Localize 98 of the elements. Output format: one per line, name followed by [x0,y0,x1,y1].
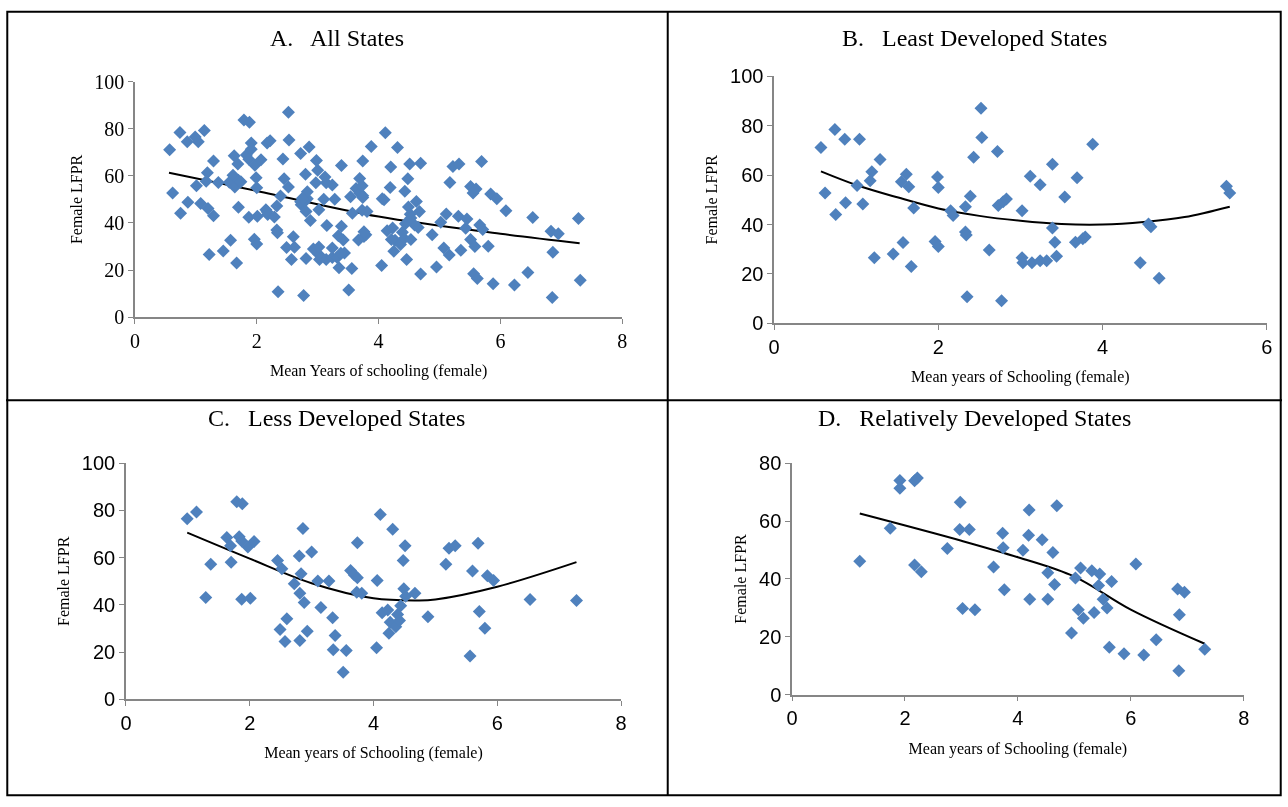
y-tick-label: 80 [741,114,764,137]
point [853,554,867,568]
chart-title: B. Least Developed States [842,25,1108,51]
point [1076,611,1090,625]
line-series [168,171,581,245]
point [1068,571,1082,585]
chart-title: A. All States [270,25,405,51]
x-axis-title: Mean Years of schooling (female) [269,362,488,381]
x-axis-title: Mean years of Schooling (female) [264,744,483,763]
y-tick-label: 20 [92,641,116,664]
x-tick-label: 4 [1012,707,1024,730]
point [1198,642,1212,656]
point [996,541,1010,555]
point [1022,528,1036,542]
x-tick-label: 8 [617,329,628,352]
point [996,526,1010,540]
x-tick-label: 6 [491,712,503,735]
point [1149,633,1163,647]
x-tick-label: 4 [1096,336,1109,359]
y-tick-label: 60 [92,546,116,569]
point [1105,575,1119,589]
y-tick-label: 100 [730,65,764,88]
point [956,601,970,615]
point [940,542,954,556]
y-tick-label: 0 [114,306,125,329]
point [987,560,1001,574]
line-series [186,531,578,602]
point [1100,601,1114,615]
y-tick-label: 100 [94,70,125,93]
point [1016,543,1030,557]
point [1050,499,1064,513]
x-tick-label: 0 [786,707,798,730]
y-tick-label: 80 [759,452,782,475]
point [1177,585,1191,599]
point [968,603,982,617]
point [914,565,928,579]
point [1137,648,1151,662]
x-tick-label: 6 [1261,336,1273,359]
x-tick-label: 2 [899,707,911,730]
y-tick-label: 60 [759,510,782,533]
point [1023,592,1037,606]
y-tick-label: 40 [759,567,782,590]
point [1041,566,1055,580]
point [1074,561,1088,575]
x-tick-label: 0 [129,329,140,352]
point [1041,592,1055,606]
x-tick-label: 2 [244,712,256,735]
y-tick-label: 0 [752,312,764,335]
x-axis-title: Mean years of Schooling (female) [908,739,1128,758]
point [1093,567,1107,581]
x-tick-label: 2 [251,329,262,352]
point [962,522,976,536]
point [908,558,922,572]
y-tick-label: 80 [104,117,125,140]
y-axis-title: Female LFPR [55,536,73,626]
y-tick-label: 20 [759,625,782,648]
x-tick-label: 6 [495,329,506,352]
y-tick-label: 20 [741,262,764,285]
point [1022,503,1036,517]
point [1046,546,1060,560]
x-tick-label: 8 [1238,707,1250,730]
y-axis-title: Female LFPR [67,154,85,245]
y-axis-title: Female LFPR [703,154,721,245]
y-tick-label: 20 [104,259,125,282]
point [1048,577,1062,591]
point [1172,664,1186,678]
y-tick-label: 40 [92,593,116,616]
point [997,583,1011,597]
x-tick-label: 4 [367,712,380,735]
point [1092,579,1106,593]
x-tick-label: 2 [932,336,944,359]
point [953,522,967,536]
y-axis-title: Female LFPR [732,533,750,624]
y-tick-label: 60 [104,164,125,187]
point [1065,626,1079,640]
y-tick-label: 40 [104,211,125,234]
y-tick-label: 40 [741,213,764,236]
chart-title: C. Less Developed States [208,405,466,431]
point [1035,533,1049,547]
y-tick-label: 0 [104,688,116,711]
point [1117,647,1131,661]
x-tick-label: 4 [373,329,384,352]
point [1102,640,1116,654]
point [1172,608,1186,622]
point [883,521,897,535]
point [1096,592,1110,606]
point [1071,603,1085,617]
x-tick-label: 8 [615,712,627,735]
chart-title: D. Relatively Developed States [818,405,1132,431]
x-tick-label: 6 [1125,707,1137,730]
point [953,495,967,509]
x-axis-title: Mean years of Schooling (female) [911,368,1130,387]
point [1129,557,1143,571]
point [1087,606,1101,620]
y-tick-label: 100 [81,452,116,475]
y-tick-label: 60 [741,164,764,187]
y-tick-label: 0 [770,683,782,706]
y-tick-label: 80 [92,499,116,522]
